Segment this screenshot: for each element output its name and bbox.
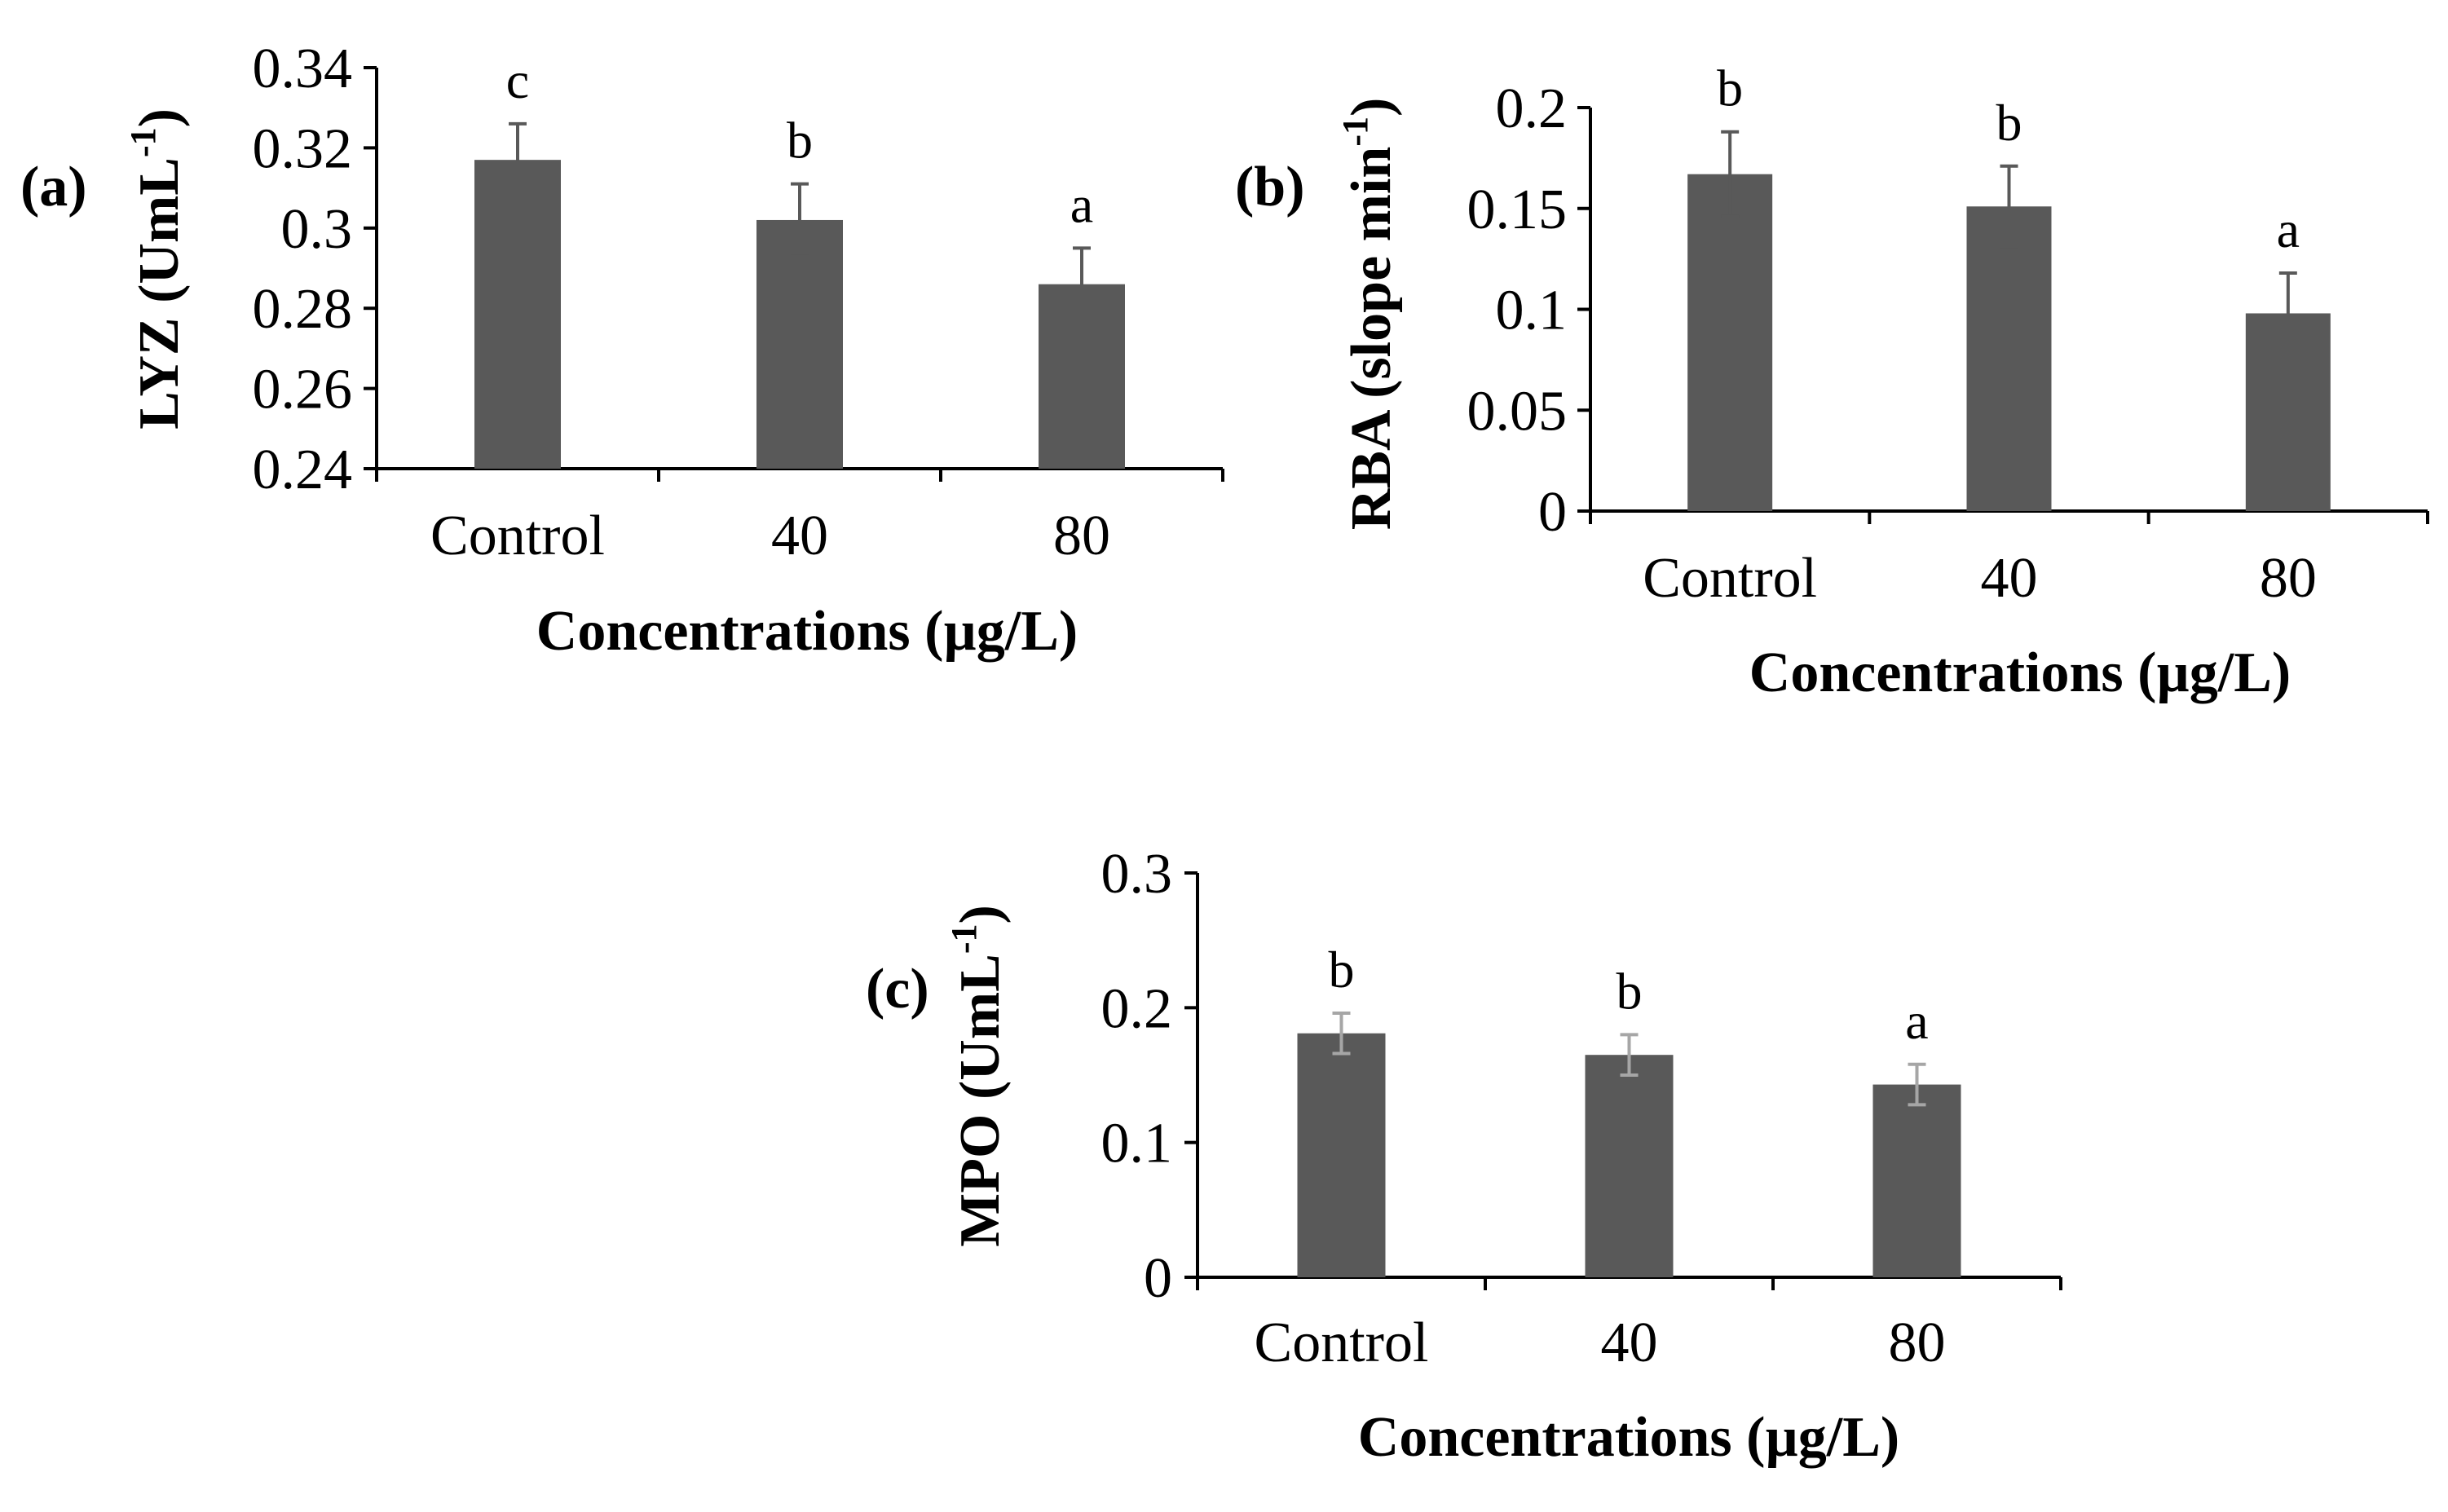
- x-tick-label: 80: [1889, 1311, 1946, 1374]
- significance-letter: b: [1996, 94, 2022, 152]
- y-tick-label: 0.34: [253, 37, 353, 100]
- x-tick-label: Control: [430, 505, 605, 567]
- bar-40: [1966, 206, 2052, 511]
- y-tick-label: 0.28: [253, 278, 353, 341]
- bar-40: [1585, 1055, 1674, 1277]
- x-tick-label: 40: [1981, 547, 2038, 610]
- y-tick-label: 0.05: [1467, 380, 1568, 443]
- x-axis-title: Concentrations (µg/L): [1749, 641, 2291, 704]
- x-tick-label: 40: [771, 505, 828, 567]
- y-axis-title-end: ): [1340, 98, 1403, 117]
- y-axis-title-main: LYZ (UmL: [128, 157, 191, 430]
- bar-40: [756, 219, 843, 469]
- x-tick-label: Control: [1255, 1311, 1429, 1374]
- y-axis-title-superscript: -1: [1335, 117, 1375, 147]
- y-tick-label: 0.3: [281, 198, 353, 261]
- y-axis-title: LYZ (UmL-1): [123, 108, 191, 430]
- chart-panel-a: 0.24 0.26 0.28 0.3 0.32 0.34 c Control b 40 a 80 Con…: [20, 37, 1224, 663]
- y-axis-title-superscript: -1: [123, 127, 163, 157]
- y-tick-label: 0: [1144, 1247, 1172, 1310]
- y-axis-title-end: ): [128, 108, 191, 127]
- y-tick-label: 0.2: [1101, 977, 1173, 1040]
- y-axis-title-superscript: -1: [944, 924, 984, 954]
- y-axis-title: RBA (slope min-1): [1335, 98, 1403, 531]
- panel-label: (c): [866, 958, 929, 1020]
- panel-label: (b): [1235, 156, 1305, 218]
- significance-letter: b: [1617, 962, 1643, 1020]
- significance-letter: b: [1717, 60, 1743, 117]
- x-tick-label: Control: [1643, 547, 1817, 610]
- y-tick-label: 0.15: [1467, 179, 1568, 241]
- y-tick-label: 0.1: [1101, 1113, 1173, 1175]
- y-tick-label: 0.1: [1496, 280, 1568, 342]
- significance-letter: a: [1905, 992, 1928, 1050]
- significance-letter: a: [1070, 175, 1093, 233]
- significance-letter: a: [2277, 201, 2300, 258]
- x-tick-label: 80: [1053, 505, 1110, 567]
- panel-label: (a): [20, 156, 87, 218]
- y-tick-label: 0.2: [1496, 77, 1568, 140]
- x-axis-title: Concentrations (µg/L): [536, 600, 1078, 663]
- y-tick-label: 0.24: [253, 439, 353, 501]
- x-tick-label: 40: [1601, 1311, 1658, 1374]
- significance-letter: b: [1329, 941, 1355, 998]
- y-axis-title-main: RBA (slope min: [1340, 147, 1403, 531]
- significance-letter: c: [506, 51, 529, 109]
- chart-panel-c: 0 0.1 0.2 0.3 b Control b 40 a 80 Concentrations (…: [866, 843, 2062, 1469]
- y-tick-label: 0: [1538, 481, 1567, 544]
- bar-control: [1687, 174, 1773, 512]
- y-axis-title-main: MPO (UmL: [949, 954, 1012, 1247]
- significance-letter: b: [787, 112, 813, 170]
- bar-80: [1872, 1084, 1961, 1277]
- x-tick-label: 80: [2260, 547, 2317, 610]
- y-axis-title-end: ): [949, 905, 1012, 924]
- bar-control: [474, 160, 561, 469]
- x-axis-title: Concentrations (µg/L): [1358, 1406, 1899, 1469]
- y-tick-label: 0.26: [253, 359, 353, 421]
- y-tick-label: 0.32: [253, 117, 353, 180]
- bar-control: [1297, 1033, 1386, 1277]
- chart-panel-b: 0 0.05 0.1 0.15 0.2 b Control b 40 a 80 Concentrati…: [1235, 60, 2429, 704]
- y-tick-label: 0.3: [1101, 843, 1173, 906]
- y-axis-title: MPO (UmL-1): [944, 905, 1012, 1247]
